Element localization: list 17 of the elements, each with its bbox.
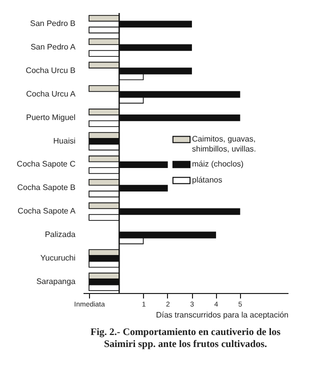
y-tick-label: San Pedro A xyxy=(30,42,76,52)
text: Fig. 2.- Comportamiento en cautiverio de los Saimiri spp. ante los frutos cultivados. xyxy=(90,327,281,350)
y-tick-label: San Pedro B xyxy=(30,19,76,28)
y-tick-label: Palizada xyxy=(44,230,76,240)
y-tick-label: Huaisi xyxy=(53,136,76,146)
y-tick-label: Sarapanga xyxy=(36,276,76,286)
y-tick-label: Cocha Urcu B xyxy=(26,66,76,75)
y-tick-label: Yucuruchi xyxy=(40,253,76,262)
y-tick-label: Cocha Sapote A xyxy=(18,206,76,216)
y-tick-label: Cocha Urcu A xyxy=(26,89,76,98)
legend-label: Caimitos, guavas, shimbillos, uvillas. xyxy=(192,134,256,154)
y-tick-label: Puerto Miguel xyxy=(26,112,76,122)
legend-label: máiz (choclos) xyxy=(192,160,244,168)
y-tick-label: Cocha Sapote C xyxy=(16,160,76,169)
legend-label: plátanos xyxy=(192,176,222,184)
y-tick-label: Cocha Sapote B xyxy=(17,183,76,192)
x-axis-title: Días transcurridos para la aceptación xyxy=(156,310,288,320)
